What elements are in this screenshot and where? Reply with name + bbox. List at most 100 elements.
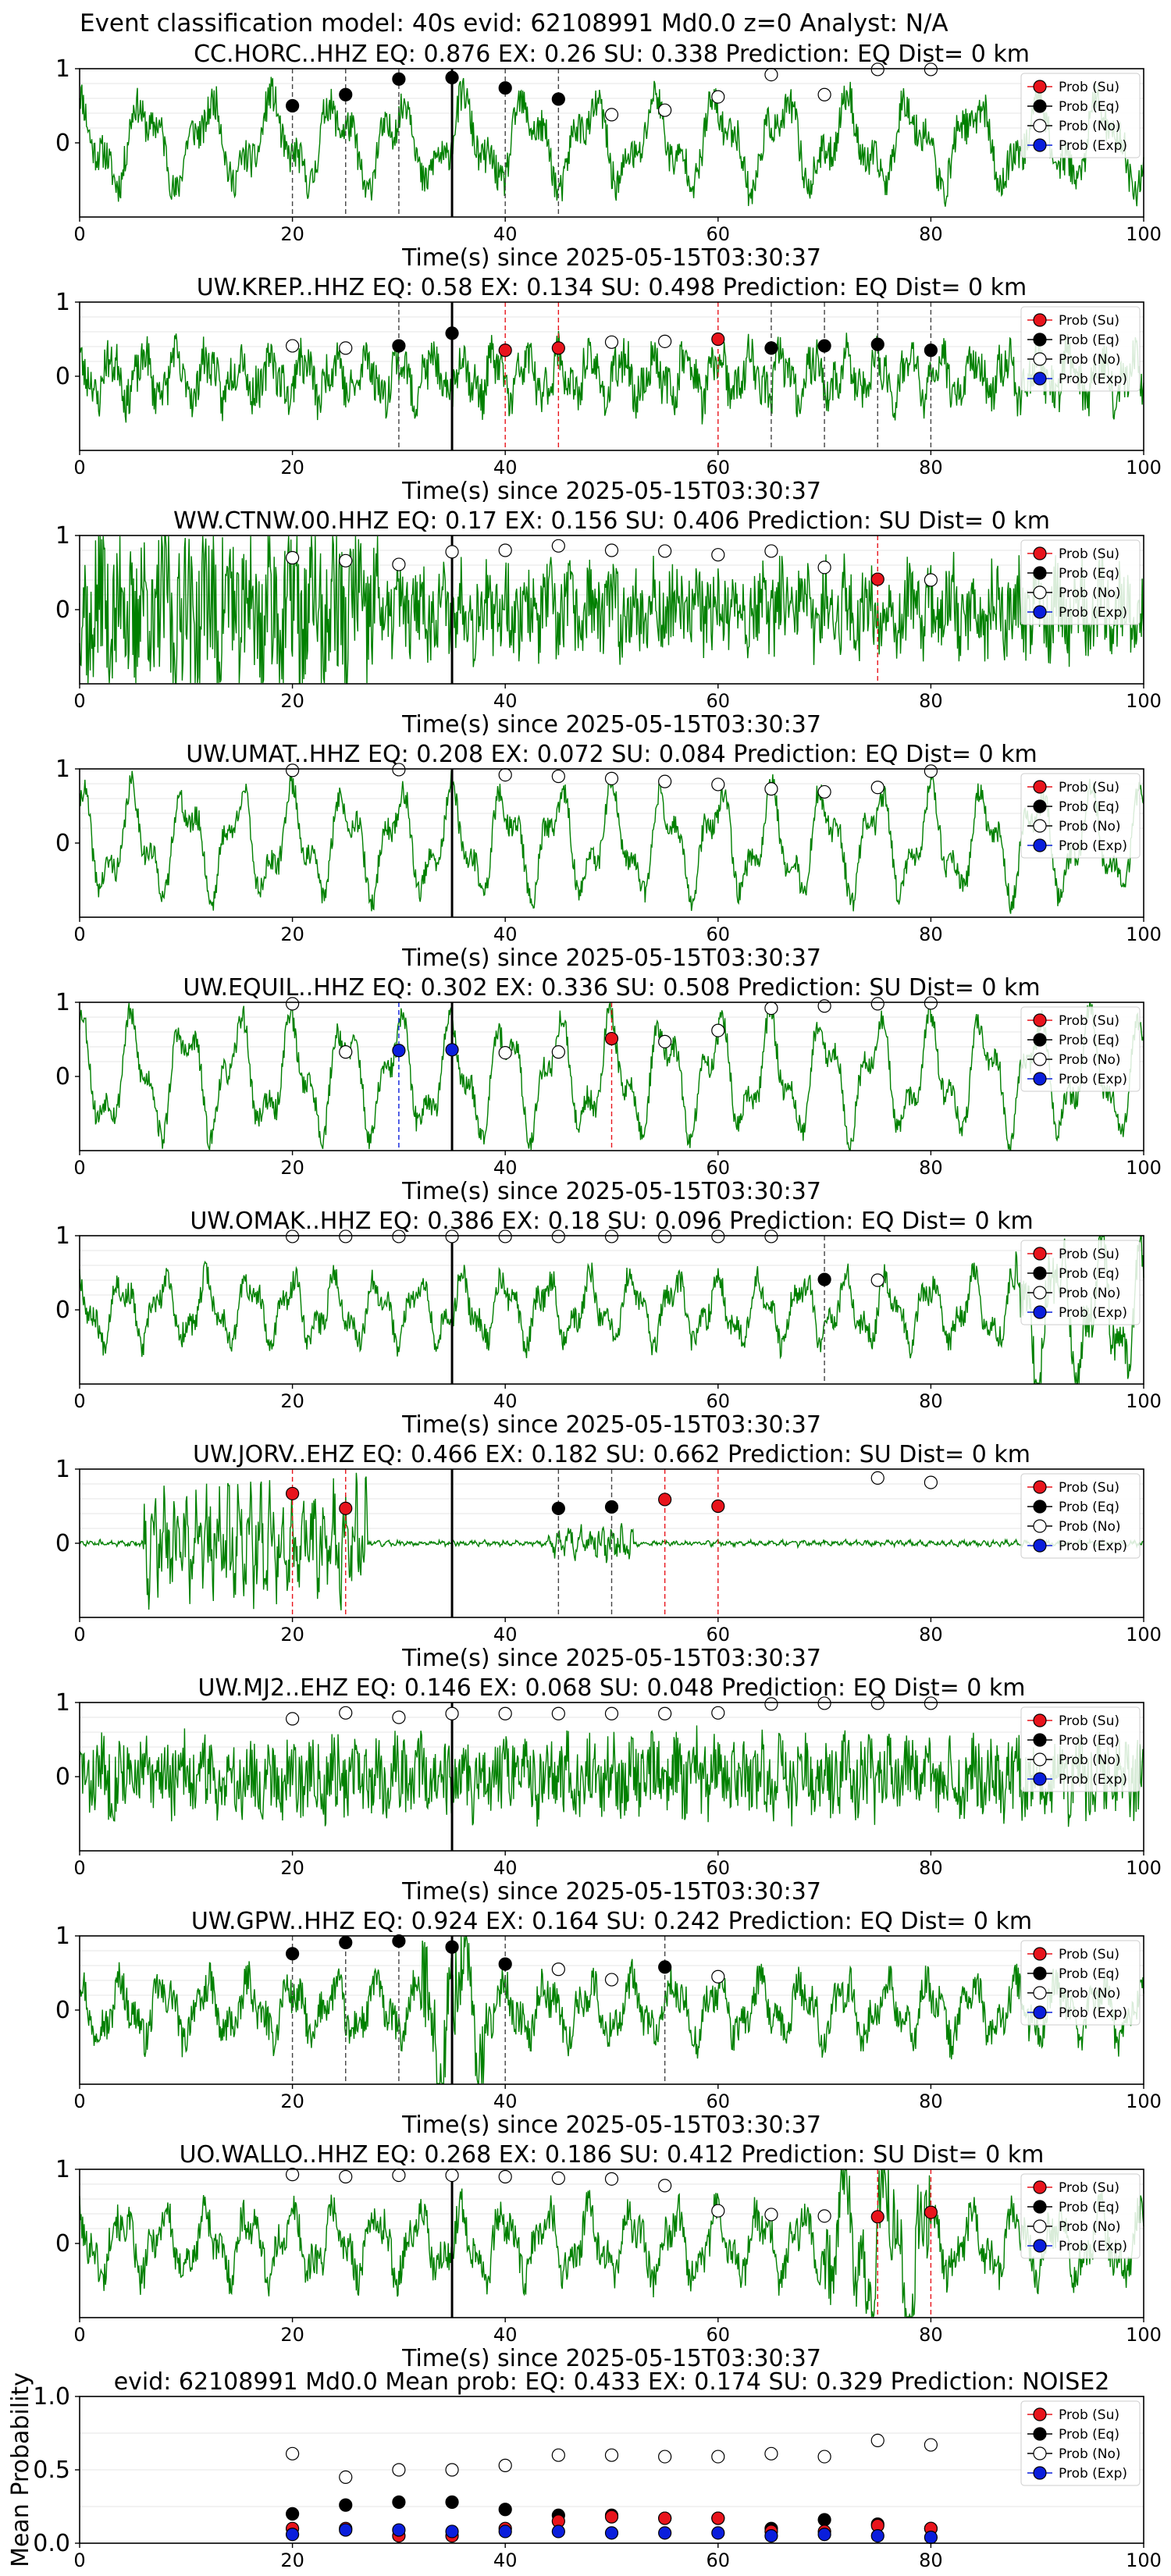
x-tick-label: 60 bbox=[707, 1857, 731, 1879]
legend-marker bbox=[1033, 799, 1047, 813]
waveform-trace bbox=[79, 1725, 1144, 1827]
legend-label: Prob (Eq) bbox=[1059, 2427, 1119, 2443]
no-prob-marker bbox=[498, 2458, 512, 2472]
legend-box bbox=[1020, 539, 1141, 625]
no-prob-marker bbox=[764, 1001, 778, 1016]
legend-marker bbox=[1033, 819, 1047, 833]
eq-prob-marker bbox=[870, 337, 884, 351]
x-tick-label: 40 bbox=[493, 923, 518, 945]
exp-prob-marker bbox=[658, 2526, 672, 2540]
y-tick-label: 1 bbox=[55, 2156, 70, 2183]
x-tick-label: 0 bbox=[73, 1624, 85, 1646]
x-tick-label: 40 bbox=[493, 1390, 518, 1412]
no-prob-marker bbox=[445, 1229, 459, 1244]
x-tick-label: 20 bbox=[280, 2549, 304, 2571]
legend-label: Prob (No) bbox=[1059, 1986, 1121, 2001]
legend-box bbox=[1020, 73, 1141, 158]
legend-marker bbox=[1033, 372, 1047, 386]
eq-prob-marker bbox=[817, 2513, 831, 2527]
x-tick-label: 40 bbox=[493, 1624, 518, 1646]
exp-prob-marker bbox=[286, 2528, 300, 2542]
no-prob-marker bbox=[286, 550, 300, 565]
x-tick-label: 60 bbox=[707, 2549, 731, 2571]
su-prob-marker bbox=[551, 341, 565, 355]
exp-prob-marker bbox=[924, 2530, 938, 2545]
axes-frame bbox=[79, 768, 1144, 918]
legend-marker bbox=[1033, 1305, 1047, 1319]
x-tick-label: 40 bbox=[493, 2549, 518, 2571]
eq-prob-marker bbox=[339, 1935, 353, 1950]
x-tick-label: 80 bbox=[919, 1857, 943, 1879]
x-tick-label: 20 bbox=[280, 2090, 304, 2112]
eq-prob-marker bbox=[392, 72, 406, 86]
eq-prob-marker bbox=[498, 1957, 512, 1971]
legend-label: Prob (Eq) bbox=[1059, 1966, 1119, 1982]
waveform-trace bbox=[79, 76, 1144, 207]
no-prob-marker bbox=[392, 2463, 406, 2477]
legend: Prob (Su) Prob (Eq) Prob (No) Prob (Exp) bbox=[1020, 306, 1141, 392]
legend-marker bbox=[1033, 1033, 1047, 1047]
x-tick-label: 100 bbox=[1126, 923, 1162, 945]
x-tick-label: 80 bbox=[919, 1157, 943, 1179]
legend-marker bbox=[1033, 1052, 1047, 1066]
no-prob-marker bbox=[339, 553, 353, 568]
no-prob-marker bbox=[764, 544, 778, 558]
waveform-trace bbox=[79, 2169, 1144, 2319]
panel-4: UW.EQUIL..HHZ EQ: 0.302 EX: 0.336 SU: 0.… bbox=[55, 974, 1162, 1205]
legend-marker bbox=[1033, 838, 1047, 852]
no-prob-marker bbox=[817, 1696, 831, 1710]
x-axis-label: Time(s) since 2025-05-15T03:30:37 bbox=[401, 2112, 821, 2139]
legend-label: Prob (No) bbox=[1059, 819, 1121, 834]
y-tick-label: 0 bbox=[55, 1530, 70, 1557]
x-tick-label: 100 bbox=[1126, 2549, 1162, 2571]
legend-label: Prob (No) bbox=[1059, 1519, 1121, 1535]
legend-marker bbox=[1033, 1247, 1047, 1261]
y-tick-label: 0 bbox=[55, 830, 70, 857]
legend-marker bbox=[1033, 1733, 1047, 1747]
legend-marker bbox=[1033, 546, 1047, 560]
no-prob-marker bbox=[551, 1962, 565, 1976]
x-tick-label: 0 bbox=[73, 923, 85, 945]
y-tick-label: 1 bbox=[55, 1222, 70, 1250]
no-prob-marker bbox=[286, 1712, 300, 1726]
no-prob-marker bbox=[551, 2171, 565, 2185]
legend-label: Prob (Eq) bbox=[1059, 99, 1119, 115]
no-prob-marker bbox=[604, 2172, 619, 2186]
no-prob-marker bbox=[711, 777, 725, 792]
exp-prob-marker bbox=[817, 2528, 831, 2542]
x-axis-label: Time(s) since 2025-05-15T03:30:37 bbox=[401, 2345, 821, 2372]
legend-label: Prob (No) bbox=[1059, 1052, 1121, 1068]
y-tick-label: 0 bbox=[55, 596, 70, 624]
legend-label: Prob (Eq) bbox=[1059, 2200, 1119, 2215]
no-prob-marker bbox=[604, 1706, 619, 1720]
x-tick-label: 60 bbox=[707, 2324, 731, 2346]
x-tick-label: 100 bbox=[1126, 1390, 1162, 1412]
no-prob-marker bbox=[551, 1045, 565, 1059]
su-prob-marker bbox=[658, 2511, 672, 2525]
no-prob-marker bbox=[658, 1706, 672, 1720]
legend-marker bbox=[1033, 352, 1047, 366]
legend-box bbox=[1020, 2400, 1141, 2486]
legend-box bbox=[1020, 2173, 1141, 2259]
axes-frame bbox=[79, 68, 1144, 218]
x-tick-label: 60 bbox=[707, 1390, 731, 1412]
x-tick-label: 40 bbox=[493, 2090, 518, 2112]
panel-8: UW.GPW..HHZ EQ: 0.924 EX: 0.164 SU: 0.24… bbox=[55, 1908, 1162, 2139]
legend-label: Prob (Eq) bbox=[1059, 799, 1119, 815]
x-tick-label: 0 bbox=[73, 2324, 85, 2346]
legend-marker bbox=[1033, 1519, 1047, 1533]
no-prob-marker bbox=[392, 1229, 406, 1244]
panel-10: evid: 62108991 Md0.0 Mean prob: EQ: 0.43… bbox=[7, 2368, 1162, 2571]
x-tick-label: 20 bbox=[280, 223, 304, 245]
legend-marker bbox=[1033, 585, 1047, 600]
panel-7: UW.MJ2..EHZ EQ: 0.146 EX: 0.068 SU: 0.04… bbox=[55, 1674, 1162, 1905]
no-prob-marker bbox=[286, 1229, 300, 1244]
panel-1: UW.KREP..HHZ EQ: 0.58 EX: 0.134 SU: 0.49… bbox=[55, 274, 1162, 505]
panels: CC.HORC..HHZ EQ: 0.876 EX: 0.26 SU: 0.33… bbox=[7, 41, 1162, 2571]
su-prob-marker bbox=[339, 1501, 353, 1515]
no-prob-marker bbox=[339, 1045, 353, 1059]
x-tick-label: 60 bbox=[707, 923, 731, 945]
panel-title: CC.HORC..HHZ EQ: 0.876 EX: 0.26 SU: 0.33… bbox=[194, 41, 1030, 68]
y-tick-label: 1 bbox=[55, 522, 70, 550]
eq-prob-marker bbox=[445, 1940, 459, 1954]
